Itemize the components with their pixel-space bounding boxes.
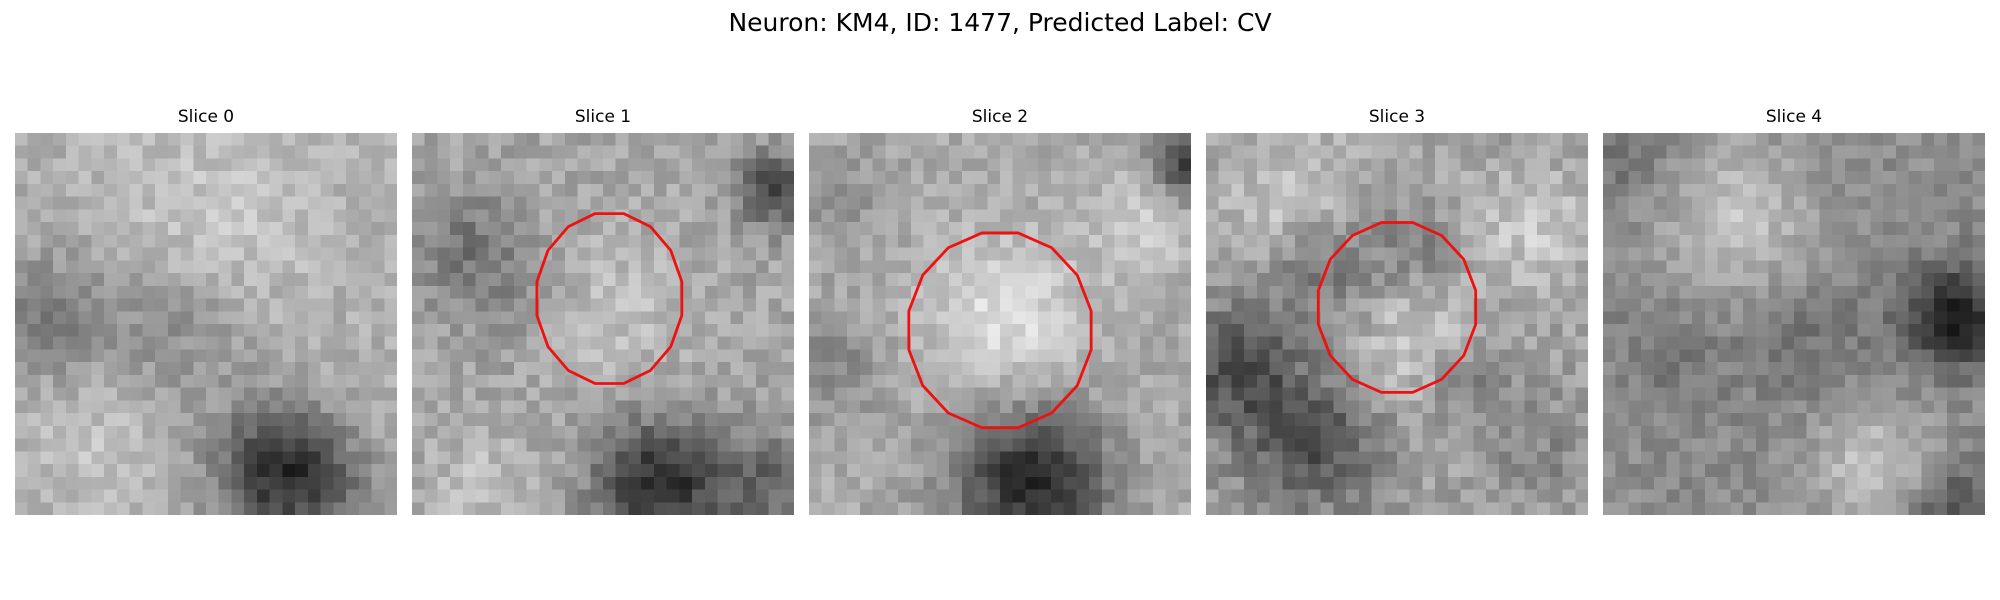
slice-title: Slice 3 (1368, 107, 1426, 127)
roi-contour (1316, 221, 1478, 394)
roi-contour (535, 212, 684, 385)
slice-panel-2: Slice 2 (809, 105, 1191, 515)
slice-image (809, 133, 1191, 515)
slice-panel-3: Slice 3 (1206, 105, 1588, 515)
slice-image (412, 133, 794, 515)
roi-contour (907, 231, 1093, 430)
slice-panel-0: Slice 0 (15, 105, 397, 515)
figure-title: Neuron: KM4, ID: 1477, Predicted Label: … (728, 8, 1272, 37)
slice-image (15, 133, 397, 515)
slice-title: Slice 1 (574, 107, 632, 127)
slice-panel-1: Slice 1 (412, 105, 794, 515)
slice-title: Slice 2 (971, 107, 1029, 127)
slice-panel-4: Slice 4 (1603, 105, 1985, 515)
slice-title: Slice 0 (177, 107, 235, 127)
slice-title: Slice 4 (1765, 107, 1823, 127)
slice-image (1206, 133, 1588, 515)
slice-image (1603, 133, 1985, 515)
